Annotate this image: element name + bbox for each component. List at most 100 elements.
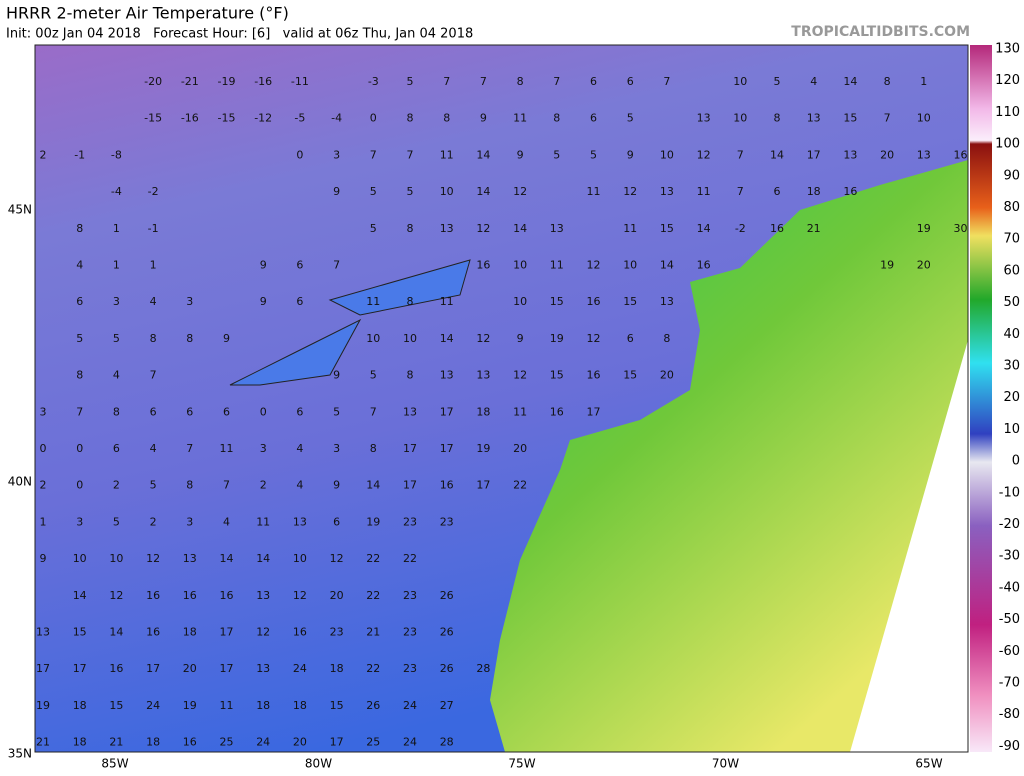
- station-value: 7: [333, 259, 340, 272]
- station-value: 11: [513, 112, 527, 125]
- colorbar-label: 130: [995, 42, 1020, 57]
- station-value: 7: [407, 148, 414, 161]
- station-value: 9: [333, 369, 340, 382]
- colorbar-label: 40: [1003, 327, 1020, 342]
- station-value: 5: [590, 148, 597, 161]
- station-value: 16: [109, 662, 123, 675]
- station-value: 1: [150, 259, 157, 272]
- site-credit: TROPICALTIDBITS.COM: [791, 24, 970, 40]
- station-value: 9: [480, 112, 487, 125]
- station-value: 7: [884, 112, 891, 125]
- station-value: 12: [623, 185, 637, 198]
- station-value: 6: [186, 405, 193, 418]
- lat-label: 35N: [8, 747, 32, 761]
- station-value: 0: [76, 442, 83, 455]
- station-value: 22: [366, 589, 380, 602]
- station-value: 10: [733, 112, 747, 125]
- station-value: 28: [476, 662, 490, 675]
- station-value: 0: [76, 479, 83, 492]
- station-value: 19: [366, 515, 380, 528]
- station-value: 26: [440, 662, 454, 675]
- station-value: 20: [660, 369, 674, 382]
- station-value: 2: [150, 515, 157, 528]
- station-value: 15: [843, 112, 857, 125]
- colorbar-label: 50: [1003, 295, 1020, 310]
- station-value: 16: [770, 222, 784, 235]
- station-value: 3: [333, 148, 340, 161]
- station-value: 9: [333, 479, 340, 492]
- station-value: 7: [370, 405, 377, 418]
- station-value: 26: [440, 626, 454, 639]
- station-value: 9: [627, 148, 634, 161]
- station-value: 1: [113, 259, 120, 272]
- station-value: 10: [440, 185, 454, 198]
- station-value: 17: [587, 405, 601, 418]
- station-value: 14: [109, 626, 123, 639]
- station-value: 5: [113, 515, 120, 528]
- colorbar-label: 30: [1003, 359, 1020, 374]
- station-value: 6: [150, 405, 157, 418]
- station-value: 9: [517, 148, 524, 161]
- station-value: 5: [627, 112, 634, 125]
- station-value: -15: [144, 112, 162, 125]
- station-value: 4: [296, 442, 303, 455]
- station-value: 6: [296, 259, 303, 272]
- station-value: 5: [76, 332, 83, 345]
- station-value: 26: [440, 589, 454, 602]
- station-value: 3: [113, 295, 120, 308]
- station-value: 6: [223, 405, 230, 418]
- station-value: 12: [513, 185, 527, 198]
- station-value: 9: [333, 185, 340, 198]
- station-value: 12: [330, 552, 344, 565]
- lon-label: 85W: [101, 757, 128, 771]
- station-value: 8: [443, 112, 450, 125]
- colorbar-label: 120: [995, 73, 1020, 88]
- station-value: 18: [330, 662, 344, 675]
- station-value: 16: [183, 589, 197, 602]
- station-value: 21: [36, 736, 50, 749]
- station-value: -1: [148, 222, 159, 235]
- lat-label: 45N: [8, 203, 32, 217]
- station-value: 8: [186, 332, 193, 345]
- station-value: 15: [660, 222, 674, 235]
- station-value: 10: [73, 552, 87, 565]
- colorbar-label: 70: [1003, 232, 1020, 247]
- station-value: 10: [733, 75, 747, 88]
- station-value: 6: [333, 515, 340, 528]
- station-value: 19: [880, 259, 894, 272]
- station-value: -16: [254, 75, 272, 88]
- station-value: 1: [920, 75, 927, 88]
- station-value: 18: [476, 405, 490, 418]
- station-value: 3: [186, 295, 193, 308]
- station-value: 20: [293, 736, 307, 749]
- station-value: 24: [403, 699, 417, 712]
- station-value: 7: [737, 148, 744, 161]
- station-value: 10: [917, 112, 931, 125]
- station-value: 9: [40, 552, 47, 565]
- station-value: 16: [440, 479, 454, 492]
- station-value: 17: [440, 442, 454, 455]
- station-value: 21: [366, 626, 380, 639]
- station-value: 6: [627, 75, 634, 88]
- station-value: 8: [76, 222, 83, 235]
- station-value: 3: [186, 515, 193, 528]
- station-value: -1: [74, 148, 85, 161]
- station-value: 18: [73, 736, 87, 749]
- station-value: 5: [553, 148, 560, 161]
- station-value: 16: [843, 185, 857, 198]
- station-value: 12: [587, 332, 601, 345]
- station-value: 10: [513, 295, 527, 308]
- station-value: 0: [296, 148, 303, 161]
- station-value: 22: [366, 552, 380, 565]
- colorbar-label: 80: [1003, 200, 1020, 215]
- station-value: 16: [293, 626, 307, 639]
- station-value: 14: [697, 222, 711, 235]
- station-value: 20: [330, 589, 344, 602]
- station-value: 11: [220, 699, 234, 712]
- station-value: 5: [370, 369, 377, 382]
- station-value: 3: [40, 405, 47, 418]
- station-value: 13: [293, 515, 307, 528]
- title: HRRR 2-meter Air Temperature (°F): [6, 4, 289, 23]
- station-value: 16: [550, 405, 564, 418]
